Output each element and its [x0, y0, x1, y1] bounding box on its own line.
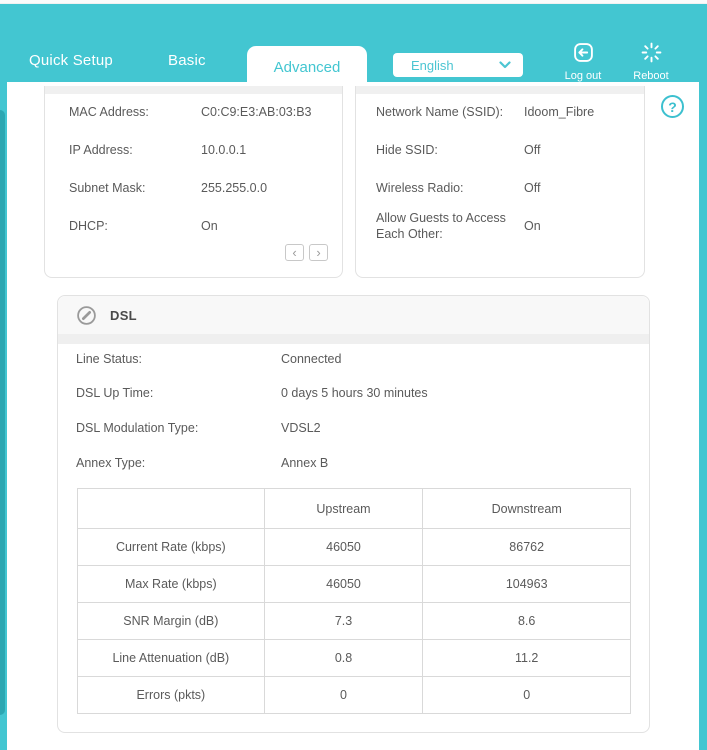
dsl-panel-header: DSL — [58, 296, 649, 334]
reboot-button[interactable]: Reboot — [628, 42, 674, 82]
lan-row-mac: MAC Address: C0:C9:E3:AB:03:B3 — [69, 104, 311, 120]
dsl-stats-table: Upstream Downstream Current Rate (kbps) … — [77, 488, 631, 714]
top-navbar: Quick Setup Basic Advanced English Log o… — [0, 4, 707, 88]
field-label: DHCP: — [69, 219, 108, 233]
language-select[interactable]: English — [393, 53, 523, 77]
field-label: Allow Guests to Access Each Other: — [376, 211, 506, 241]
field-label: DSL Modulation Type: — [76, 421, 199, 435]
dsl-row-line-status: Line Status: Connected — [76, 351, 341, 367]
upstream-value: 0 — [263, 676, 424, 714]
field-value: On — [524, 219, 541, 233]
dsl-row-modulation: DSL Modulation Type: VDSL2 — [76, 420, 321, 436]
chevron-down-icon — [499, 61, 511, 69]
field-label: Wireless Radio: — [376, 181, 464, 195]
upstream-value: 0.8 — [263, 639, 424, 677]
dsl-phone-icon — [76, 305, 97, 326]
language-selected-value: English — [411, 57, 454, 73]
top-edge-strip — [0, 0, 707, 4]
dsl-panel-title: DSL — [110, 307, 137, 323]
row-label: SNR Margin (dB) — [77, 602, 265, 640]
field-label: DSL Up Time: — [76, 386, 154, 400]
reboot-spinner-icon — [641, 42, 662, 63]
table-header-row: Upstream Downstream — [77, 488, 631, 529]
lan-row-dhcp: DHCP: On — [69, 218, 218, 234]
sidebar-scrollbar-thumb[interactable] — [0, 110, 5, 715]
panel-header-band — [356, 86, 644, 94]
table-row: SNR Margin (dB) 7.3 8.6 — [77, 602, 631, 640]
wifi-row-ssid: Network Name (SSID): Idoom_Fibre — [376, 104, 594, 120]
pager-next-button[interactable]: › — [309, 244, 328, 261]
field-label: Annex Type: — [76, 456, 146, 470]
row-label: Max Rate (kbps) — [77, 565, 265, 603]
chevron-left-icon: ‹ — [292, 244, 297, 260]
dsl-header-divider — [58, 334, 649, 344]
table-row: Line Attenuation (dB) 0.8 11.2 — [77, 639, 631, 677]
field-value: Idoom_Fibre — [524, 105, 595, 119]
wifi-row-hide-ssid: Hide SSID: Off — [376, 142, 540, 158]
tab-advanced[interactable]: Advanced — [247, 46, 367, 88]
right-scrollbar-track[interactable] — [699, 82, 707, 750]
field-value: C0:C9:E3:AB:03:B3 — [201, 105, 312, 119]
field-value: Annex B — [281, 456, 329, 470]
downstream-value: 8.6 — [422, 602, 631, 640]
field-label: Hide SSID: — [376, 143, 438, 157]
field-value: Off — [524, 181, 541, 195]
upstream-value: 7.3 — [263, 602, 424, 640]
field-label: Network Name (SSID): — [376, 105, 504, 119]
pager-prev-button[interactable]: ‹ — [285, 244, 304, 261]
upstream-value: 46050 — [263, 565, 424, 603]
table-row: Errors (pkts) 0 0 — [77, 676, 631, 714]
lan-status-panel: MAC Address: C0:C9:E3:AB:03:B3 IP Addres… — [44, 86, 343, 278]
table-row: Max Rate (kbps) 46050 104963 — [77, 565, 631, 603]
upstream-value: 46050 — [263, 528, 424, 566]
field-value: Connected — [281, 352, 342, 366]
table-header-blank — [77, 488, 265, 529]
downstream-value: 0 — [422, 676, 631, 714]
wifi-row-radio: Wireless Radio: Off — [376, 180, 540, 196]
field-label: Subnet Mask: — [69, 181, 146, 195]
help-icon: ? — [668, 98, 677, 115]
field-label: Line Status: — [76, 352, 143, 366]
card-pager: ‹ › — [285, 244, 328, 261]
wireless-status-panel: Network Name (SSID): Idoom_Fibre Hide SS… — [355, 86, 645, 278]
downstream-value: 104963 — [422, 565, 631, 603]
logout-icon — [573, 42, 594, 63]
field-value: Off — [524, 143, 541, 157]
reboot-label: Reboot — [633, 70, 669, 82]
field-value: 10.0.0.1 — [201, 143, 247, 157]
tab-advanced-label: Advanced — [273, 58, 341, 76]
lan-row-subnet: Subnet Mask: 255.255.0.0 — [69, 180, 267, 196]
field-label: MAC Address: — [69, 105, 149, 119]
downstream-value: 86762 — [422, 528, 631, 566]
lan-row-ip: IP Address: 10.0.0.1 — [69, 142, 246, 158]
table-row: Current Rate (kbps) 46050 86762 — [77, 528, 631, 566]
tab-quick-setup[interactable]: Quick Setup — [29, 52, 113, 69]
table-header-upstream: Upstream — [263, 488, 424, 529]
row-label: Current Rate (kbps) — [77, 528, 265, 566]
logout-label: Log out — [564, 70, 602, 82]
row-label: Line Attenuation (dB) — [77, 639, 265, 677]
tab-basic[interactable]: Basic — [168, 52, 206, 69]
logout-button[interactable]: Log out — [560, 42, 606, 82]
help-button[interactable]: ? — [661, 95, 684, 118]
field-value: On — [201, 219, 218, 233]
field-value: 0 days 5 hours 30 minutes — [281, 386, 428, 400]
chevron-right-icon: › — [316, 244, 321, 260]
dsl-row-uptime: DSL Up Time: 0 days 5 hours 30 minutes — [76, 385, 428, 401]
field-label: IP Address: — [69, 143, 133, 157]
field-value: 255.255.0.0 — [201, 181, 268, 195]
row-label: Errors (pkts) — [77, 676, 265, 714]
downstream-value: 11.2 — [422, 639, 631, 677]
table-header-downstream: Downstream — [422, 488, 631, 529]
field-value: VDSL2 — [281, 421, 321, 435]
dsl-row-annex: Annex Type: Annex B — [76, 455, 328, 471]
dsl-panel: DSL Line Status: Connected DSL Up Time: … — [57, 295, 650, 733]
wifi-row-guest-access: Allow Guests to Access Each Other: On — [376, 210, 541, 242]
panel-header-band — [45, 86, 342, 94]
